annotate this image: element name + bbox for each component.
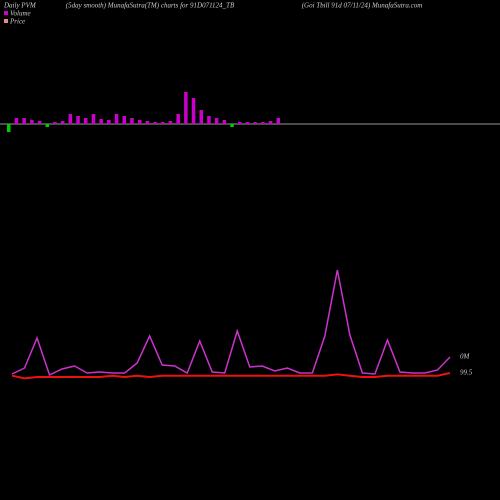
- volume-bar: [222, 120, 227, 124]
- end-label: 99.5: [460, 369, 473, 377]
- legend-swatch: [4, 19, 8, 23]
- volume-bar: [184, 92, 188, 124]
- volume-bar: [45, 124, 49, 127]
- volume-bar: [37, 121, 42, 124]
- volume-bar: [153, 122, 157, 124]
- volume-bar: [22, 118, 26, 124]
- volume-bar: [84, 118, 88, 124]
- volume-bar: [53, 122, 57, 124]
- volume-bar: [137, 120, 142, 124]
- volume-bar: [191, 98, 196, 124]
- volume-bar: [168, 121, 173, 124]
- end-label: 0M: [460, 353, 471, 361]
- volume-bar: [261, 122, 265, 124]
- legend-swatch: [4, 11, 8, 15]
- volume-bar: [268, 121, 273, 124]
- volume-bar: [214, 118, 219, 124]
- volume-bar: [145, 121, 150, 124]
- volume-bar: [122, 116, 126, 124]
- price-line: [11, 372, 451, 380]
- volume-bar: [60, 121, 65, 124]
- chart-source: (Goi Tbill 91d 07/11/24) MunafaSutra.com: [302, 2, 423, 10]
- volume-bar: [276, 118, 280, 124]
- volume-bar: [107, 120, 111, 124]
- volume-bar: [199, 110, 203, 124]
- chart-subtitle: (5day smooth) MunafaSutra(TM) charts for…: [66, 2, 235, 10]
- volume-bar: [176, 114, 180, 124]
- volume-bar: [114, 114, 119, 124]
- pvm-line: [11, 269, 451, 377]
- volume-bar: [230, 124, 234, 127]
- volume-bar: [99, 119, 103, 124]
- volume-bar: [7, 124, 11, 132]
- volume-bar: [14, 118, 19, 124]
- volume-bar: [68, 114, 73, 124]
- legend-label: Price: [9, 18, 25, 26]
- volume-bar: [207, 116, 211, 124]
- volume-bar: [253, 122, 257, 124]
- volume-bar: [76, 116, 80, 124]
- volume-bar: [238, 122, 242, 124]
- chart-title: Daily PVM: [3, 2, 37, 10]
- volume-bar: [161, 122, 165, 124]
- legend-label: Volume: [10, 10, 31, 18]
- volume-bar: [130, 118, 134, 124]
- volume-bar: [91, 114, 96, 124]
- volume-bar: [245, 122, 250, 124]
- volume-bar: [30, 120, 34, 124]
